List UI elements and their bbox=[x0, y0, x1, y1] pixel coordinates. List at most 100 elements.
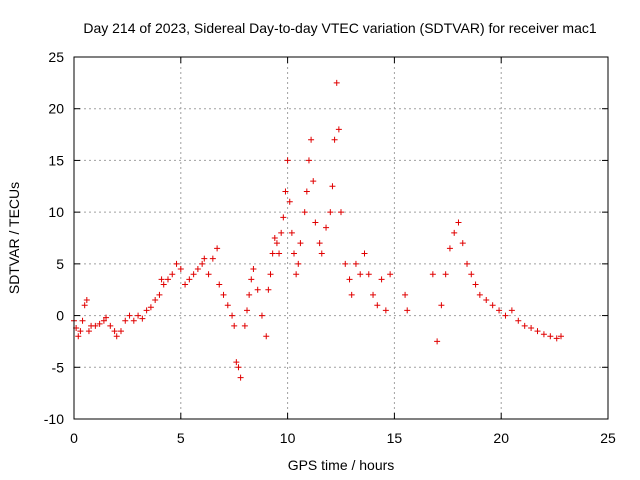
y-axis-label: SDTVAR / TECUs bbox=[6, 182, 22, 294]
data-point bbox=[361, 250, 368, 257]
data-point bbox=[547, 333, 554, 340]
data-point bbox=[558, 333, 565, 340]
data-point bbox=[295, 260, 302, 267]
data-point bbox=[333, 79, 340, 86]
data-point bbox=[352, 260, 359, 267]
data-point bbox=[241, 322, 248, 329]
data-point bbox=[378, 276, 385, 283]
data-point bbox=[147, 304, 154, 311]
data-point bbox=[472, 281, 479, 288]
y-tick-label: -5 bbox=[52, 359, 65, 375]
x-tick-label: 20 bbox=[493, 430, 509, 446]
data-point bbox=[438, 302, 445, 309]
data-point bbox=[135, 312, 142, 319]
data-point bbox=[540, 331, 547, 338]
data-point bbox=[297, 240, 304, 247]
data-point bbox=[214, 245, 221, 252]
data-point bbox=[164, 276, 171, 283]
data-point bbox=[387, 271, 394, 278]
data-point bbox=[402, 291, 409, 298]
data-point bbox=[288, 229, 295, 236]
data-point bbox=[521, 322, 528, 329]
data-point bbox=[291, 250, 298, 257]
data-point bbox=[404, 307, 411, 314]
data-point bbox=[534, 328, 541, 335]
data-point bbox=[280, 214, 287, 221]
data-point bbox=[177, 266, 184, 273]
data-point bbox=[107, 322, 114, 329]
data-point bbox=[312, 219, 319, 226]
data-point bbox=[508, 307, 515, 314]
data-point bbox=[338, 209, 344, 216]
data-point bbox=[244, 307, 251, 314]
data-point bbox=[303, 188, 310, 195]
data-point bbox=[194, 266, 201, 273]
data-point bbox=[81, 302, 88, 309]
data-point bbox=[139, 315, 146, 322]
y-tick-label: 10 bbox=[48, 204, 64, 220]
data-point bbox=[316, 240, 323, 247]
data-point bbox=[269, 250, 276, 257]
data-points bbox=[71, 79, 565, 381]
data-point bbox=[205, 271, 212, 278]
data-point bbox=[186, 276, 193, 283]
data-point bbox=[103, 314, 110, 321]
data-point bbox=[442, 271, 449, 278]
y-tick-label: 0 bbox=[56, 308, 64, 324]
data-point bbox=[370, 291, 377, 298]
data-point bbox=[429, 271, 436, 278]
data-point bbox=[209, 255, 216, 262]
data-point bbox=[237, 374, 244, 381]
data-point bbox=[515, 317, 522, 324]
data-point bbox=[293, 271, 300, 278]
data-point bbox=[496, 307, 503, 314]
data-point bbox=[476, 291, 483, 298]
y-tick-label: -10 bbox=[44, 411, 64, 427]
data-point bbox=[113, 333, 120, 340]
data-point bbox=[79, 317, 86, 324]
x-tick-label: 10 bbox=[280, 430, 296, 446]
data-point bbox=[201, 255, 208, 262]
chart-title: Day 214 of 2023, Sidereal Day-to-day VTE… bbox=[83, 20, 596, 36]
data-point bbox=[158, 276, 165, 283]
data-point bbox=[329, 183, 336, 190]
data-point bbox=[111, 328, 118, 335]
data-point bbox=[156, 291, 163, 298]
x-tick-label: 0 bbox=[70, 430, 78, 446]
data-point bbox=[224, 302, 231, 309]
data-point bbox=[342, 260, 349, 267]
y-tick-label: 20 bbox=[48, 101, 64, 117]
data-point bbox=[235, 364, 242, 371]
data-point bbox=[276, 250, 283, 257]
data-point bbox=[122, 317, 129, 324]
data-point bbox=[199, 260, 206, 267]
data-point bbox=[468, 271, 475, 278]
y-tick-label: 15 bbox=[48, 152, 64, 168]
data-point bbox=[117, 328, 124, 335]
axis-ticks bbox=[73, 56, 609, 420]
x-tick-label: 25 bbox=[600, 430, 616, 446]
data-point bbox=[335, 126, 342, 133]
data-point bbox=[233, 359, 240, 366]
data-point bbox=[278, 229, 285, 236]
data-point bbox=[286, 198, 293, 205]
data-point bbox=[451, 229, 458, 236]
data-point bbox=[229, 312, 236, 319]
data-point bbox=[126, 312, 133, 319]
data-point bbox=[263, 333, 270, 340]
x-tick-labels: 0 5 10 15 20 25 bbox=[70, 430, 616, 446]
x-tick-label: 15 bbox=[387, 430, 403, 446]
data-point bbox=[528, 324, 535, 331]
data-point bbox=[459, 240, 466, 247]
data-point bbox=[502, 312, 509, 319]
data-point bbox=[282, 188, 289, 195]
data-point bbox=[182, 281, 189, 288]
data-point bbox=[346, 276, 353, 283]
data-point bbox=[160, 281, 167, 288]
data-point bbox=[348, 291, 355, 298]
data-point bbox=[331, 136, 338, 143]
data-point bbox=[327, 209, 334, 216]
data-point bbox=[553, 335, 560, 342]
data-point bbox=[231, 322, 238, 329]
